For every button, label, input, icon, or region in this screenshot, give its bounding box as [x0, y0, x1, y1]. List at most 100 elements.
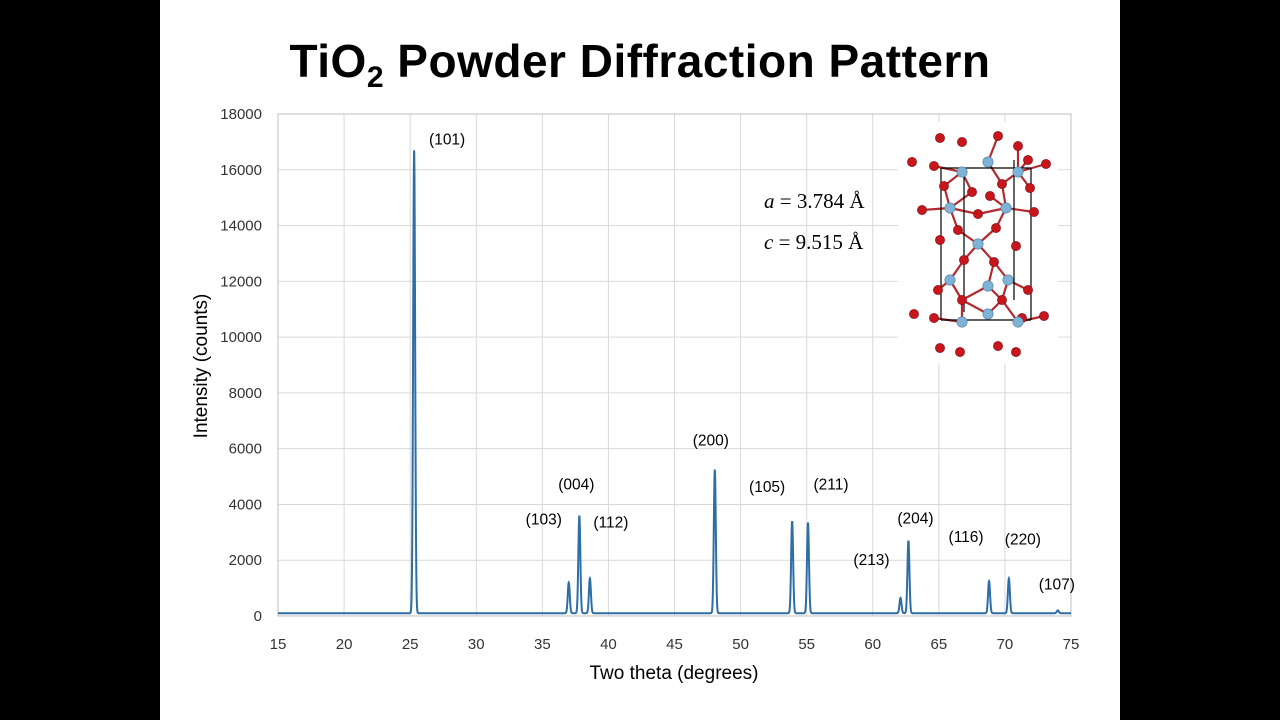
oxygen-atom	[935, 343, 945, 353]
diffraction-pattern-line	[278, 150, 1071, 615]
y-axis-title: Intensity (counts)	[191, 294, 212, 439]
oxygen-atom	[997, 295, 1007, 305]
title-subscript: 2	[366, 61, 385, 94]
titanium-atom	[972, 238, 984, 250]
titanium-atom	[1000, 202, 1012, 214]
oxygen-atom	[1029, 207, 1039, 217]
oxygen-atom	[1023, 285, 1033, 295]
x-tick-label: 15	[270, 636, 287, 653]
oxygen-atom	[1041, 159, 1051, 169]
oxygen-atom	[1011, 241, 1021, 251]
x-tick-label: 50	[732, 636, 749, 653]
x-tick-label: 20	[336, 636, 353, 653]
x-tick-label: 70	[997, 636, 1014, 653]
peak-label: (220)	[1005, 531, 1041, 548]
y-tick-label: 10000	[220, 329, 262, 346]
peak-label: (004)	[558, 477, 594, 494]
anatase-unit-cell-illustration	[898, 122, 1058, 364]
x-axis-title: Two theta (degrees)	[590, 663, 759, 684]
y-tick-labels: 0 2000 4000 6000 8000 10000 12000 14000 16000 180…	[220, 106, 262, 625]
lattice-a-symbol: a	[764, 189, 775, 213]
titanium-atom	[1012, 316, 1024, 328]
lattice-c-value: = 9.515 Å	[773, 230, 864, 254]
oxygen-atom	[1013, 141, 1023, 151]
peak-label: (116)	[949, 529, 984, 546]
oxygen-atom	[993, 341, 1003, 351]
oxygen-atom	[909, 309, 919, 319]
peak-label: (200)	[693, 433, 729, 450]
title-suffix: Powder Diffraction Pattern	[384, 35, 991, 87]
x-tick-label: 75	[1063, 636, 1080, 653]
oxygen-atom	[957, 295, 967, 305]
x-tick-label: 40	[600, 636, 617, 653]
y-tick-label: 4000	[229, 496, 262, 513]
oxygen-atom	[1025, 183, 1035, 193]
oxygen-atom	[1023, 155, 1033, 165]
oxygen-atom	[1039, 311, 1049, 321]
oxygen-atom	[935, 235, 945, 245]
y-tick-label: 12000	[220, 273, 262, 290]
titanium-atom	[982, 156, 994, 168]
x-tick-label: 60	[864, 636, 881, 653]
peak-label: (103)	[526, 512, 562, 529]
titanium-atom	[956, 316, 968, 328]
peak-label: (107)	[1039, 576, 1075, 593]
oxygen-atom	[973, 209, 983, 219]
lattice-param-a: a = 3.784 Å	[764, 189, 865, 213]
x-tick-label: 25	[402, 636, 419, 653]
plot-frame	[277, 113, 1072, 617]
titanium-atom	[944, 202, 956, 214]
peak-label: (112)	[593, 514, 628, 531]
oxygen-atom	[959, 255, 969, 265]
titanium-atom	[1012, 166, 1024, 178]
oxygen-atom	[929, 313, 939, 323]
oxygen-atom	[917, 205, 927, 215]
x-tick-label: 65	[930, 636, 947, 653]
oxygen-atom	[933, 285, 943, 295]
y-tick-label: 0	[254, 608, 262, 625]
crystal-atoms	[907, 131, 1051, 357]
y-tick-label: 16000	[220, 162, 262, 179]
lattice-c-symbol: c	[764, 230, 774, 254]
titanium-atom	[982, 308, 994, 320]
chart-title: TiO2 Powder Diffraction Pattern	[160, 34, 1120, 95]
peak-label: (105)	[749, 479, 785, 496]
y-tick-label: 14000	[220, 218, 262, 235]
oxygen-atom	[955, 347, 965, 357]
x-tick-label: 45	[666, 636, 683, 653]
oxygen-atom	[939, 181, 949, 191]
oxygen-atom	[1011, 347, 1021, 357]
y-tick-label: 18000	[220, 106, 262, 123]
oxygen-atom	[967, 187, 977, 197]
x-tick-label: 30	[468, 636, 485, 653]
oxygen-atom	[907, 157, 917, 167]
peak-label: (213)	[853, 552, 889, 569]
y-tick-label: 2000	[229, 552, 262, 569]
oxygen-atom	[997, 179, 1007, 189]
title-prefix: TiO	[289, 35, 367, 87]
peak-label: (101)	[429, 131, 465, 148]
titanium-atom	[1002, 274, 1014, 286]
oxygen-atom	[935, 133, 945, 143]
oxygen-atom	[957, 137, 967, 147]
oxygen-atom	[953, 225, 963, 235]
lattice-param-c: c = 9.515 Å	[764, 230, 864, 254]
oxygen-atom	[991, 223, 1001, 233]
peak-label: (211)	[813, 477, 848, 494]
x-tick-labels: 15 20 25 30 35 40 45 50 55 60 65 70 75	[270, 636, 1080, 653]
lattice-a-value: = 3.784 Å	[775, 189, 866, 213]
titanium-atom	[944, 274, 956, 286]
y-tick-label: 8000	[229, 385, 262, 402]
peak-labels: (101) (103) (004) (112) (200) (105) (211) (213)…	[429, 131, 1075, 593]
titanium-atom	[982, 280, 994, 292]
peak-label: (204)	[897, 511, 933, 528]
oxygen-atom	[985, 191, 995, 201]
y-tick-label: 6000	[229, 441, 262, 458]
x-tick-label: 35	[534, 636, 551, 653]
oxygen-atom	[989, 257, 999, 267]
x-tick-label: 55	[798, 636, 815, 653]
oxygen-atom	[993, 131, 1003, 141]
oxygen-atom	[929, 161, 939, 171]
titanium-atom	[956, 166, 968, 178]
